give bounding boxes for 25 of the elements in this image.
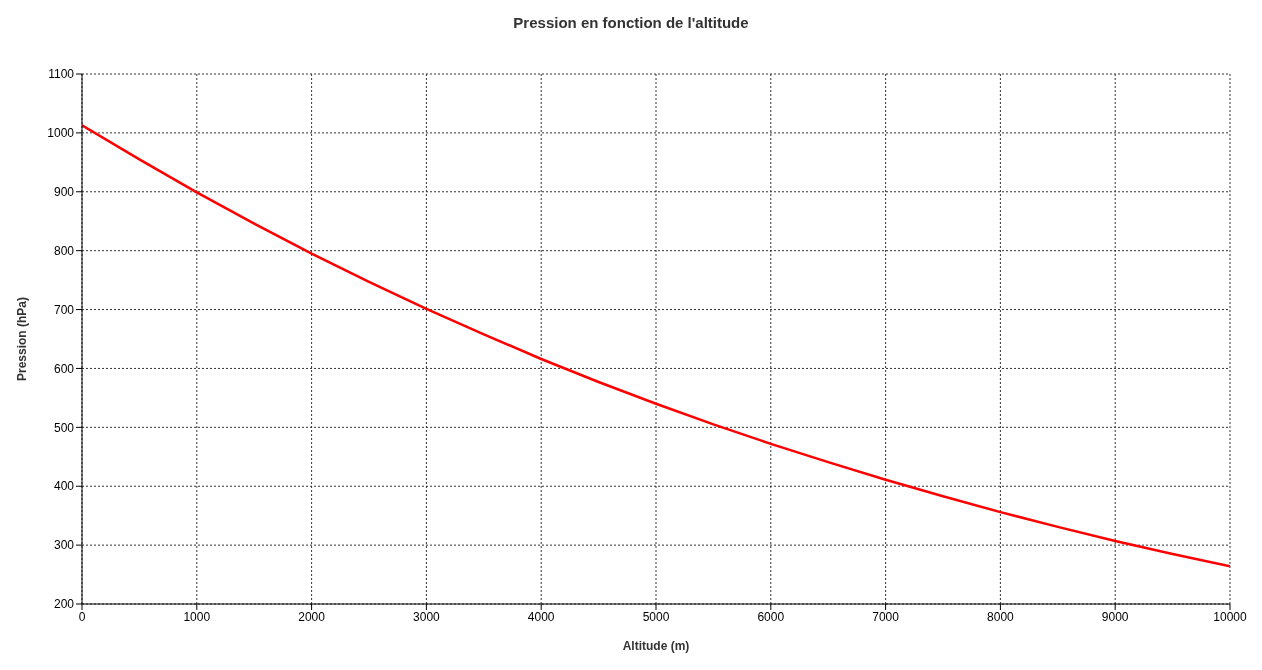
y-tick-label: 300 [53, 538, 75, 553]
y-tick-label: 600 [53, 361, 75, 376]
x-tick-label: 3000 [413, 609, 441, 624]
x-tick-label: 9000 [1101, 609, 1129, 624]
y-tick-label: 800 [53, 243, 75, 258]
x-axis-title: Altitude (m) [622, 639, 690, 653]
y-tick-label: 1100 [48, 67, 75, 82]
line-series [82, 123, 1230, 568]
y-tick-label: 400 [53, 479, 75, 494]
y-axis-title: Pression (hPa) [15, 296, 30, 382]
x-tick-label: 8000 [987, 609, 1015, 624]
x-tick-label: 5000 [642, 609, 670, 624]
y-tick-label: 700 [53, 302, 75, 317]
y-tick-label: 1000 [47, 126, 75, 141]
y-tick-label: 500 [53, 420, 75, 435]
x-tick-label: 6000 [757, 609, 785, 624]
chart-title: Pression en fonction de l'altitude [512, 13, 750, 33]
y-tick-label: 900 [53, 185, 75, 200]
x-tick-label: 7000 [872, 609, 900, 624]
y-tick-label: 200 [53, 597, 75, 612]
x-tick-label: 1000 [183, 609, 211, 624]
x-tick-label: 4000 [527, 609, 555, 624]
x-tick-label: 0 [78, 609, 86, 624]
x-tick-label: 2000 [298, 609, 326, 624]
x-tick-label: 10000 [1213, 609, 1248, 624]
